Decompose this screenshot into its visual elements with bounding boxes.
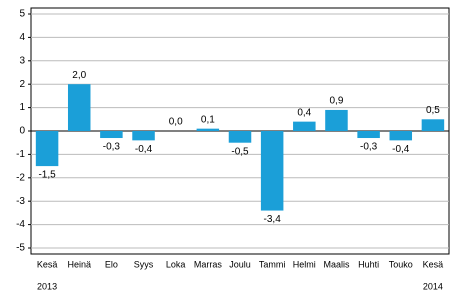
y-tick-label: 4	[19, 32, 25, 43]
x-tick-label: Tammi	[259, 259, 286, 269]
x-tick-label: Maalis	[323, 259, 350, 269]
bar	[228, 131, 252, 143]
x-sublabel: 2014	[423, 281, 443, 291]
bar	[260, 131, 284, 211]
value-label: -3,4	[264, 214, 282, 225]
x-tick-label: Kesä	[37, 259, 58, 269]
value-label: -0,3	[360, 142, 378, 153]
bar	[100, 131, 123, 139]
value-label: -0,4	[392, 144, 410, 155]
x-tick-label: Touko	[389, 259, 413, 269]
value-label: 0,4	[297, 107, 311, 118]
x-tick-label: Kesä	[423, 259, 444, 269]
bar	[421, 119, 445, 131]
bar	[35, 131, 59, 167]
x-tick-label: Joulu	[229, 259, 251, 269]
bar	[132, 131, 155, 141]
y-tick-label: 2	[19, 79, 25, 90]
y-tick-label: -5	[16, 243, 25, 254]
y-tick-label: -1	[16, 149, 25, 160]
value-label: -0,3	[103, 142, 121, 153]
y-tick-label: 5	[19, 9, 25, 20]
y-tick-label: -2	[16, 172, 25, 183]
x-tick-label: Helmi	[293, 259, 316, 269]
y-tick-label: 3	[19, 55, 25, 66]
x-tick-label: Heinä	[67, 259, 91, 269]
y-tick-label: 1	[19, 102, 25, 113]
x-tick-label: Huhti	[358, 259, 379, 269]
bar	[293, 121, 316, 131]
y-tick-label: -3	[16, 196, 25, 207]
x-tick-label: Loka	[166, 259, 186, 269]
value-label: 0,9	[330, 96, 344, 107]
x-sublabel: 2013	[37, 281, 57, 291]
value-label: 0,0	[169, 117, 183, 128]
x-tick-label: Syys	[134, 259, 154, 269]
bar	[325, 109, 348, 131]
x-tick-label: Elo	[105, 259, 118, 269]
bar	[196, 128, 220, 131]
y-tick-label: -4	[16, 219, 25, 230]
value-label: -1,5	[38, 170, 56, 181]
bar	[357, 131, 380, 139]
x-tick-label: Marras	[194, 259, 223, 269]
value-label: 0,1	[201, 114, 215, 125]
bar	[389, 131, 413, 141]
y-tick-label: 0	[19, 126, 25, 137]
value-label: -0,4	[135, 144, 153, 155]
value-label: 0,5	[426, 105, 440, 116]
bar	[67, 84, 91, 131]
value-label: 2,0	[72, 70, 86, 81]
value-label: -0,5	[231, 146, 249, 157]
